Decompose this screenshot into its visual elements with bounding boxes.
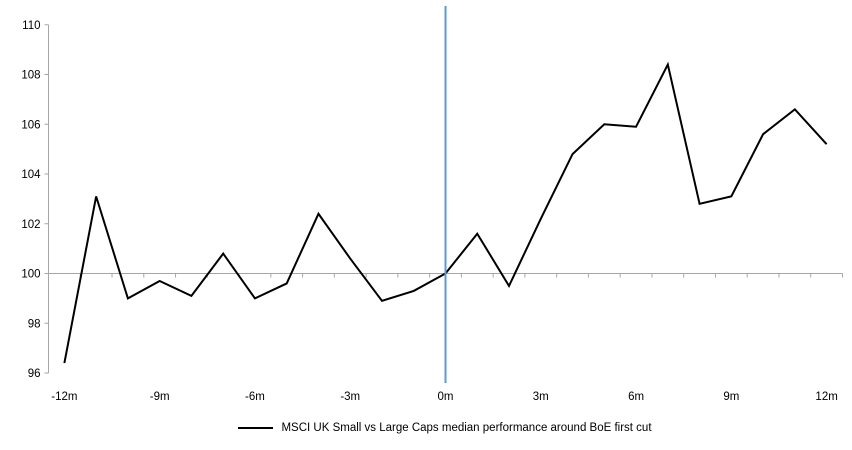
x-tick-label-12m: 12m (815, 391, 837, 403)
y-tick-label-106: 106 (21, 119, 40, 131)
y-tick-label-102: 102 (21, 219, 40, 231)
x-tick-label--3m: -3m (340, 391, 360, 403)
chart-legend: MSCI UK Small vs Large Caps median perfo… (48, 419, 842, 437)
x-tick-label--6m: -6m (245, 391, 265, 403)
y-tick-label-110: 110 (22, 20, 40, 32)
y-tick-label-100: 100 (21, 269, 40, 281)
x-tick-label-3m: 3m (533, 391, 549, 403)
legend-label: MSCI UK Small vs Large Caps median perfo… (281, 422, 652, 434)
y-tick-label-98: 98 (28, 318, 41, 330)
x-tick-label-0m: 0m (438, 391, 454, 403)
y-tick-label-104: 104 (21, 169, 41, 181)
x-tick-label--12m: -12m (51, 391, 77, 403)
legend-line-swatch (238, 427, 274, 429)
x-tick-label--9m: -9m (150, 391, 170, 403)
y-tick-label-96: 96 (28, 368, 41, 380)
x-tick-label-9m: 9m (723, 391, 739, 403)
x-tick-label-6m: 6m (628, 391, 644, 403)
y-tick-label-108: 108 (21, 70, 40, 82)
